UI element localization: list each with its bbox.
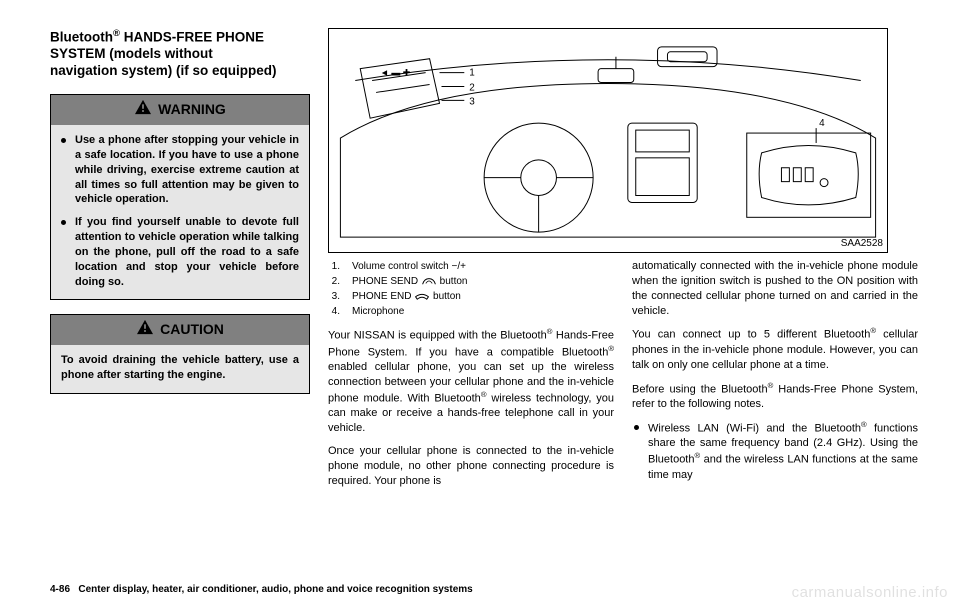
paragraph: You can connect up to 5 different Blueto… — [632, 326, 918, 372]
dashboard-illustration: ◄ ▬ ✚ 1 2 3 4 — [328, 28, 888, 253]
page-number: 4-86 — [50, 584, 70, 595]
title-part: Bluetooth — [50, 30, 113, 45]
callout-2: 2 — [469, 82, 475, 93]
body-paragraphs: Your NISSAN is equipped with the Bluetoo… — [328, 327, 614, 488]
text-run: Your NISSAN is equipped with the Bluetoo… — [328, 330, 547, 342]
right-column: automatically connected with the in-vehi… — [632, 259, 918, 496]
legend-item: 2. PHONE SEND button — [328, 274, 614, 289]
body-paragraphs: automatically connected with the in-vehi… — [632, 259, 918, 412]
phone-end-icon — [414, 291, 430, 302]
registered-mark: ® — [608, 344, 614, 353]
callout-4: 4 — [819, 118, 825, 129]
callout-1: 1 — [469, 68, 475, 79]
paragraph: automatically connected with the in-vehi… — [632, 259, 918, 318]
text-run: Wireless LAN (Wi-Fi) and the Bluetooth — [648, 423, 861, 435]
text-run: You can connect up to 5 different Blueto… — [632, 329, 870, 341]
legend-num: 3. — [328, 289, 340, 304]
legend-item: 3. PHONE END button — [328, 289, 614, 304]
warning-item: Use a phone after stopping your vehicle … — [61, 133, 299, 207]
legend-num: 4. — [328, 304, 340, 319]
legend-item: 4. Microphone — [328, 304, 614, 319]
caution-icon — [136, 319, 154, 340]
page-footer: 4-86 Center display, heater, air conditi… — [50, 584, 473, 595]
legend-text: PHONE END button — [352, 289, 461, 304]
title-part: navigation system) (if so equipped) — [50, 63, 277, 78]
middle-column: 1. Volume control switch −/+ 2. PHONE SE… — [328, 259, 614, 496]
list-item: Wireless LAN (Wi-Fi) and the Bluetooth® … — [632, 420, 918, 483]
figure-code: SAA2528 — [841, 238, 883, 249]
footer-section: Center display, heater, air conditioner,… — [78, 584, 472, 595]
title-part: HANDS-FREE PHONE — [120, 30, 264, 45]
legend-pre: PHONE END — [352, 291, 414, 302]
caution-box: CAUTION To avoid draining the vehicle ba… — [50, 314, 310, 394]
warning-body: Use a phone after stopping your vehicle … — [51, 125, 309, 299]
svg-text:◄ ▬ ✚: ◄ ▬ ✚ — [380, 68, 411, 78]
paragraph: Before using the Bluetooth® Hands-Free P… — [632, 381, 918, 412]
notes-list: Wireless LAN (Wi-Fi) and the Bluetooth® … — [632, 420, 918, 483]
warning-header: WARNING — [51, 95, 309, 125]
left-column: Bluetooth® HANDS-FREE PHONE SYSTEM (mode… — [50, 28, 310, 496]
watermark: carmanualsonline.info — [792, 584, 948, 601]
caution-label: CAUTION — [160, 320, 224, 339]
section-title: Bluetooth® HANDS-FREE PHONE SYSTEM (mode… — [50, 28, 310, 80]
legend-post: button — [430, 291, 461, 302]
callout-3: 3 — [469, 96, 475, 107]
warning-item: If you find yourself unable to devote fu… — [61, 215, 299, 289]
figure-legend: 1. Volume control switch −/+ 2. PHONE SE… — [328, 259, 614, 319]
paragraph: Your NISSAN is equipped with the Bluetoo… — [328, 327, 614, 436]
caution-header: CAUTION — [51, 315, 309, 345]
legend-pre: PHONE SEND — [352, 276, 421, 287]
legend-num: 2. — [328, 274, 340, 289]
text-run: Before using the Bluetooth — [632, 383, 768, 395]
caution-body: To avoid draining the vehicle battery, u… — [51, 345, 309, 393]
legend-num: 1. — [328, 259, 340, 274]
legend-item: 1. Volume control switch −/+ — [328, 259, 614, 274]
manual-page: Bluetooth® HANDS-FREE PHONE SYSTEM (mode… — [0, 0, 960, 506]
phone-send-icon — [421, 276, 437, 287]
legend-text: Microphone — [352, 304, 404, 319]
right-block: ◄ ▬ ✚ 1 2 3 4 — [328, 28, 918, 496]
warning-label: WARNING — [158, 100, 226, 119]
legend-text: PHONE SEND button — [352, 274, 468, 289]
warning-box: WARNING Use a phone after stopping your … — [50, 94, 310, 300]
title-part: SYSTEM (models without — [50, 46, 213, 61]
legend-text: Volume control switch −/+ — [352, 259, 466, 274]
legend-post: button — [437, 276, 468, 287]
warning-icon — [134, 99, 152, 120]
paragraph: Once your cellular phone is connected to… — [328, 444, 614, 489]
text-columns: 1. Volume control switch −/+ 2. PHONE SE… — [328, 259, 918, 496]
registered-mark: ® — [113, 28, 120, 39]
